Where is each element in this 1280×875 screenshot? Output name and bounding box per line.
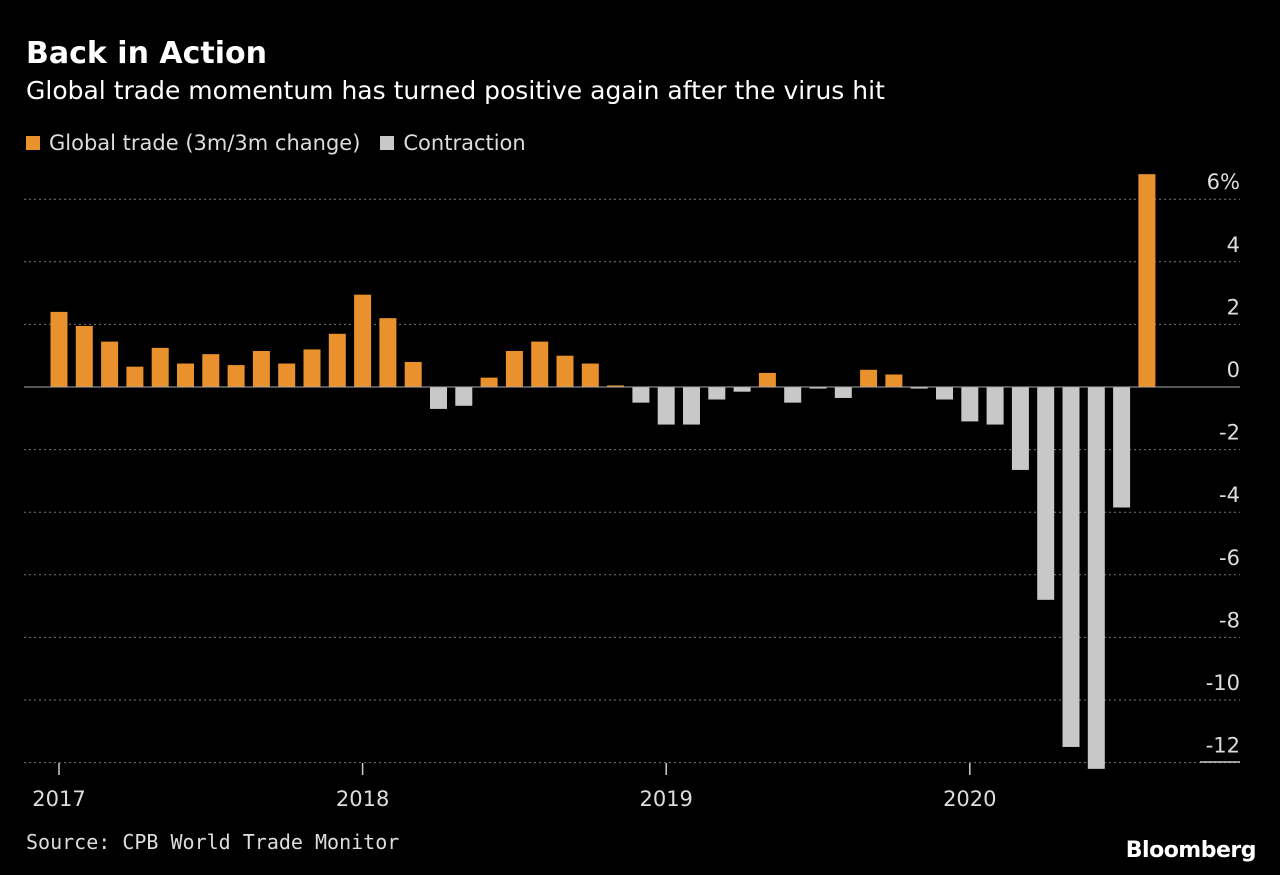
chart-title: Back in Action — [26, 36, 267, 71]
bar — [303, 349, 321, 387]
bar — [75, 325, 93, 387]
bar — [252, 351, 270, 387]
bar — [379, 318, 397, 387]
bar — [101, 341, 119, 387]
y-tick-label: -8 — [1219, 608, 1240, 632]
chart-subtitle: Global trade momentum has turned positiv… — [26, 76, 885, 105]
bar — [809, 387, 827, 389]
bar — [632, 387, 650, 403]
x-tick-label: 2019 — [639, 787, 692, 811]
bar — [328, 333, 346, 387]
legend-swatch-global-trade — [26, 136, 40, 150]
bar — [581, 363, 599, 387]
bar — [505, 351, 523, 387]
y-tick-label: -4 — [1219, 483, 1240, 507]
bar — [278, 363, 296, 387]
bar — [834, 387, 852, 398]
bar — [480, 377, 498, 387]
y-tick-label: -6 — [1219, 546, 1240, 570]
bar — [784, 387, 802, 403]
bar — [177, 363, 194, 387]
bar — [556, 355, 574, 387]
bar — [733, 387, 751, 392]
y-tick-label: 4 — [1227, 233, 1240, 257]
y-tick-label: -2 — [1219, 421, 1240, 445]
bar — [455, 387, 473, 406]
source-note: Source: CPB World Trade Monitor — [26, 830, 400, 854]
bar — [1087, 387, 1105, 769]
y-tick-label: -12 — [1206, 734, 1240, 758]
bar — [1037, 387, 1055, 600]
y-tick-label: 0 — [1227, 358, 1240, 382]
bar — [202, 354, 220, 387]
legend: Global trade (3m/3m change) Contraction — [26, 131, 546, 155]
bar — [430, 387, 447, 409]
bar — [1062, 387, 1080, 747]
y-tick-label: -10 — [1206, 671, 1240, 695]
bar — [50, 311, 68, 387]
bar — [1138, 174, 1156, 387]
bar — [657, 387, 675, 425]
x-tick-label: 2018 — [336, 787, 389, 811]
bar — [885, 374, 903, 387]
bar — [227, 365, 245, 387]
legend-swatch-contraction — [380, 136, 395, 150]
bar — [354, 294, 372, 387]
x-tick-label: 2020 — [943, 787, 996, 811]
legend-item-global-trade: Global trade (3m/3m change) — [26, 131, 360, 155]
legend-label-global-trade: Global trade (3m/3m change) — [49, 131, 361, 155]
bar — [986, 387, 1004, 425]
bar — [404, 361, 422, 387]
bar — [961, 387, 979, 422]
legend-item-contraction: Contraction — [380, 131, 526, 155]
bar — [1011, 387, 1029, 470]
bar — [910, 387, 928, 389]
bar — [683, 387, 700, 425]
bar — [126, 366, 144, 387]
y-tick-label: 2 — [1227, 295, 1240, 319]
bar — [607, 385, 625, 387]
legend-label-contraction: Contraction — [403, 131, 526, 155]
brand-logo: Bloomberg — [1125, 838, 1257, 863]
y-tick-label: 6% — [1207, 170, 1240, 194]
bar — [860, 369, 878, 387]
bar — [531, 341, 549, 387]
x-tick-label: 2017 — [32, 787, 85, 811]
bar — [758, 372, 776, 387]
bar — [151, 347, 169, 387]
bar — [1113, 387, 1131, 508]
bar — [936, 387, 953, 400]
bar — [708, 387, 726, 400]
